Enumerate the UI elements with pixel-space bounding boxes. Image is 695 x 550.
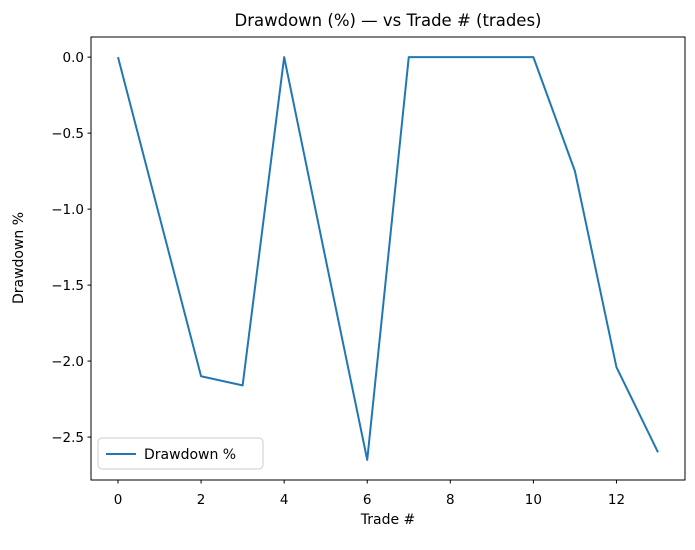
- x-axis-ticks: 0 2 4 6 8 10 12: [114, 480, 625, 508]
- chart-title: Drawdown (%) — vs Trade # (trades): [235, 11, 542, 30]
- x-tick-label: 10: [525, 492, 542, 508]
- y-axis-ticks: 0.0 −0.5 −1.0 −1.5 −2.0 −2.5: [51, 50, 91, 446]
- x-tick-label: 0: [114, 492, 123, 508]
- x-tick-label: 12: [608, 492, 625, 508]
- x-axis-label: Trade #: [360, 512, 416, 528]
- axes-spines: [90, 36, 686, 481]
- x-tick-label: 4: [280, 492, 289, 508]
- legend-label: Drawdown %: [144, 447, 236, 463]
- y-axis-label: Drawdown %: [11, 212, 27, 304]
- y-tick-label: 0.0: [63, 50, 84, 66]
- y-tick-label: −1.5: [51, 278, 84, 294]
- series-group: [117, 56, 659, 461]
- x-tick-label: 8: [446, 492, 455, 508]
- x-tick-label: 2: [197, 492, 206, 508]
- y-tick-label: −2.0: [51, 354, 84, 370]
- drawdown-line: [117, 56, 659, 461]
- x-tick-label: 6: [363, 492, 372, 508]
- y-tick-label: −1.0: [51, 202, 84, 218]
- y-tick-label: −2.5: [51, 430, 84, 446]
- y-tick-label: −0.5: [51, 126, 84, 142]
- legend: Drawdown %: [97, 437, 264, 470]
- legend-box: [97, 437, 264, 470]
